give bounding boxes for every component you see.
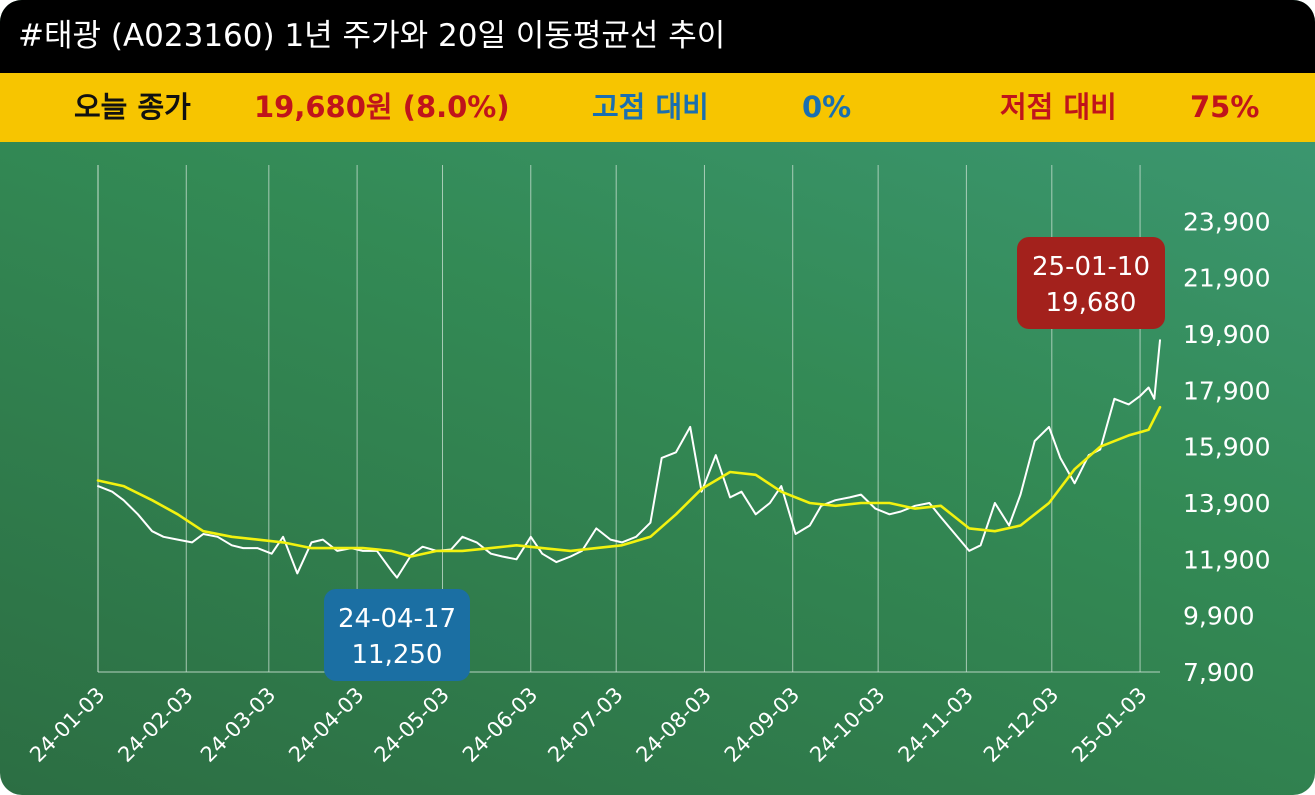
y-tick-label: 11,900 bbox=[1183, 545, 1270, 574]
y-tick-label: 21,900 bbox=[1183, 264, 1270, 293]
callout-value: 11,250 bbox=[352, 640, 443, 670]
x-tick-label: 24-06-03 bbox=[458, 683, 542, 767]
high-compare-label: 고점 대비 bbox=[592, 90, 709, 124]
y-tick-label: 9,900 bbox=[1183, 602, 1255, 631]
y-tick-label: 15,900 bbox=[1183, 433, 1270, 462]
close-value: 19,680원 (8.0%) bbox=[254, 90, 510, 124]
ma20-line bbox=[96, 405, 1162, 558]
x-tick-label: 24-07-03 bbox=[543, 683, 627, 767]
x-tick-label: 24-09-03 bbox=[720, 683, 804, 767]
high-compare-value: 0% bbox=[802, 90, 852, 124]
x-tick-label: 24-11-03 bbox=[894, 683, 978, 767]
series-layer bbox=[96, 339, 1162, 579]
x-tick-label: 24-05-03 bbox=[370, 683, 454, 767]
low-compare-value: 75% bbox=[1190, 90, 1260, 124]
low-compare-label: 저점 대비 bbox=[1000, 90, 1117, 124]
y-tick-label: 23,900 bbox=[1183, 207, 1270, 236]
stats-bar: 오늘 종가 19,680원 (8.0%) 고점 대비 0% 저점 대비 75% bbox=[0, 73, 1315, 142]
chart-title: #태광 (A023160) 1년 주가와 20일 이동평균선 추이 bbox=[0, 0, 1315, 73]
x-tick-label: 24-02-03 bbox=[113, 683, 197, 767]
x-tick-label: 24-08-03 bbox=[632, 683, 716, 767]
high-callout: 25-01-10 19,680 bbox=[1017, 237, 1165, 329]
callout-date: 24-04-17 bbox=[338, 604, 456, 634]
x-tick-label: 24-12-03 bbox=[979, 683, 1063, 767]
callout-box bbox=[324, 589, 470, 681]
x-tick-label: 25-01-03 bbox=[1067, 683, 1151, 767]
y-tick-label: 17,900 bbox=[1183, 376, 1270, 405]
y-tick-label: 7,900 bbox=[1183, 658, 1255, 687]
low-callout: 24-04-17 11,250 bbox=[324, 589, 470, 681]
callout-box bbox=[1017, 237, 1165, 329]
y-tick-label: 19,900 bbox=[1183, 320, 1270, 349]
x-tick-label: 24-03-03 bbox=[196, 683, 280, 767]
x-tick-label: 24-04-03 bbox=[284, 683, 368, 767]
close-label: 오늘 종가 bbox=[74, 90, 191, 124]
callout-date: 25-01-10 bbox=[1032, 252, 1150, 282]
grid-layer bbox=[97, 165, 1160, 673]
callout-value: 19,680 bbox=[1046, 288, 1137, 318]
x-tick-label: 24-01-03 bbox=[25, 683, 109, 767]
x-tick-label: 24-10-03 bbox=[805, 683, 889, 767]
y-axis-ticks: 7,900 9,900 11,900 13,900 15,900 17,900 19,900… bbox=[1183, 207, 1270, 687]
callout-layer: 25-01-10 19,680 24-04-17 11,250 bbox=[324, 237, 1165, 681]
y-tick-label: 13,900 bbox=[1183, 489, 1270, 518]
